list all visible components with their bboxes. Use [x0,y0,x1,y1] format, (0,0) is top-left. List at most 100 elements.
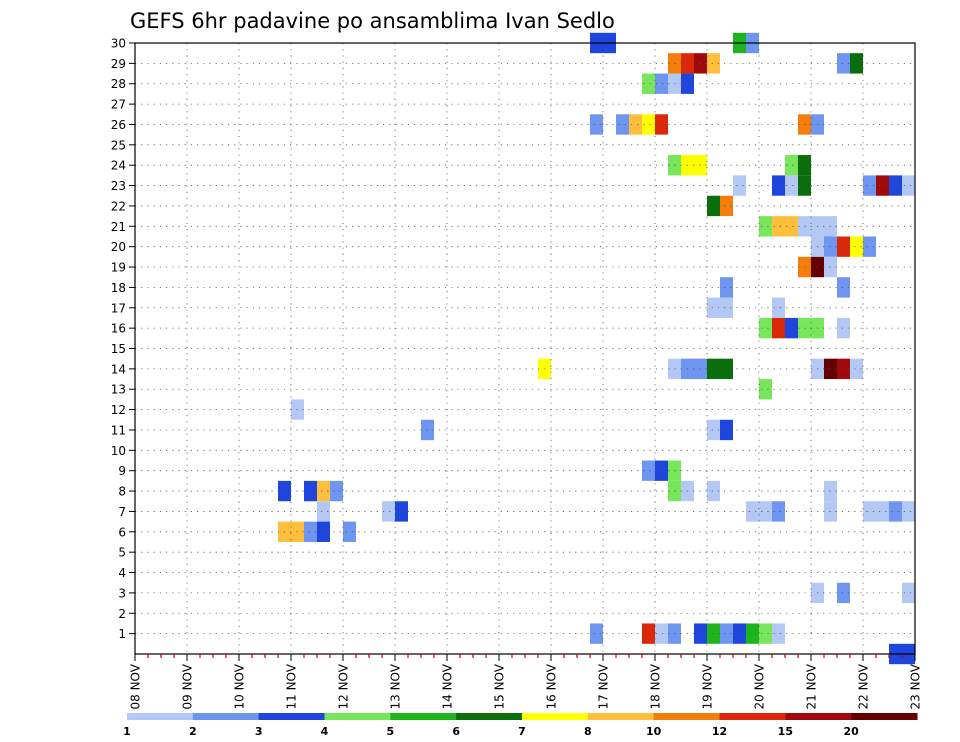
y-tick-label: 7 [118,505,126,519]
precip-cell [863,175,876,196]
y-tick-label: 25 [111,138,126,152]
colorbar-tick-label: 3 [255,725,263,738]
precip-cell [590,623,603,644]
colorbar-tick-label: 8 [584,725,592,738]
precip-cell [642,114,655,135]
precip-cell [837,582,850,604]
precip-cell [655,460,668,481]
y-tick-label: 20 [111,240,126,254]
colorbar-swatch [258,713,325,720]
y-tick-label: 12 [111,403,126,417]
precip-cell [304,521,317,542]
chart-title: GEFS 6hr padavine po ansamblima Ivan Sed… [130,9,615,33]
colorbar-swatch [456,713,523,720]
x-tick-label: 08 NOV [129,663,143,709]
x-tick-label: 21 NOV [805,663,819,709]
precip-cell [798,114,811,135]
precip-cell [785,175,798,196]
precip-cell [291,399,304,420]
colorbar-tick-label: 2 [189,725,197,738]
colorbar-tick-label: 7 [518,725,526,738]
y-tick-label: 24 [111,159,126,173]
precip-cell [759,379,772,400]
y-tick-label: 11 [111,423,126,437]
y-tick-label: 29 [111,57,126,71]
x-tick-label: 13 NOV [389,663,403,709]
precip-cell [304,480,317,502]
precip-cell [655,114,668,135]
precip-cell [759,317,772,339]
precip-cell [317,521,330,542]
y-tick-label: 9 [118,464,126,478]
y-tick-label: 27 [111,98,126,112]
y-tick-label: 13 [111,383,126,397]
precip-cell [707,53,720,74]
precip-cell [863,501,889,522]
colorbar-tick-label: 10 [646,725,662,738]
precip-cell [720,277,733,298]
x-tick-label: 16 NOV [545,663,559,709]
precip-cell [837,277,850,298]
precip-cell [720,419,733,441]
y-tick-label: 4 [118,566,126,580]
precip-cell [772,623,785,644]
precip-cell [317,480,330,502]
precip-cell [733,175,746,196]
precip-cell [720,195,733,217]
y-tick-label: 18 [111,281,126,295]
y-tick-label: 16 [111,322,126,336]
precip-cell [707,195,720,217]
y-tick-label: 5 [118,546,126,560]
precip-cell [343,521,356,542]
x-tick-label: 20 NOV [753,663,767,709]
x-tick-label: 10 NOV [233,663,247,709]
x-tick-label: 17 NOV [597,663,611,709]
precip-cell [629,114,642,135]
y-tick-label: 19 [111,261,126,275]
colorbar-tick-label: 20 [844,725,860,738]
precip-cell [707,623,720,644]
precip-cell [616,114,629,135]
precip-cell [746,623,759,644]
y-tick-label: 30 [111,37,126,51]
colorbar-swatch [324,713,391,720]
precip-cell [642,460,655,481]
precip-cell [655,73,668,94]
precip-cell [798,155,811,176]
precip-cell [707,480,720,502]
colorbar-legend: 1 2 3 4 5 6 7 8 10 12 15 20 [123,713,918,738]
colorbar-swatch [719,713,786,720]
colorbar-swatch [192,713,260,720]
x-axis-ticks: 08 NOV 09 NOV 10 NOV 11 NOV 12 NOV 13 NOV 14 N… [129,654,923,710]
colorbar-tick-label: 6 [452,725,460,738]
precip-cell [590,114,603,135]
precip-cell [330,480,343,502]
y-tick-label: 10 [111,444,126,458]
x-tick-label: 23 NOV [909,663,923,709]
precip-cell [798,256,811,278]
x-tick-label: 18 NOV [649,663,663,709]
colorbar-swatch [851,713,918,720]
precip-cell [850,236,863,257]
precip-cell [707,297,733,318]
colorbar-swatch [390,713,457,720]
precip-cell [785,155,798,176]
precip-cell [382,501,395,522]
precip-cell [798,175,811,196]
precip-cell [733,623,746,644]
x-tick-label: 22 NOV [857,663,871,709]
precip-cell [772,501,785,522]
precip-cell [317,501,330,522]
colorbar-swatch [127,713,194,720]
x-tick-label: 14 NOV [441,663,455,709]
colorbar-tick-label: 15 [778,725,793,738]
precip-cell [837,53,850,74]
y-tick-label: 14 [111,362,126,376]
precip-cell [837,317,850,339]
precip-cell [694,623,707,644]
precip-cell [837,236,850,257]
precip-cell [720,623,733,644]
precip-cell [707,358,733,380]
precip-cell [655,623,668,644]
